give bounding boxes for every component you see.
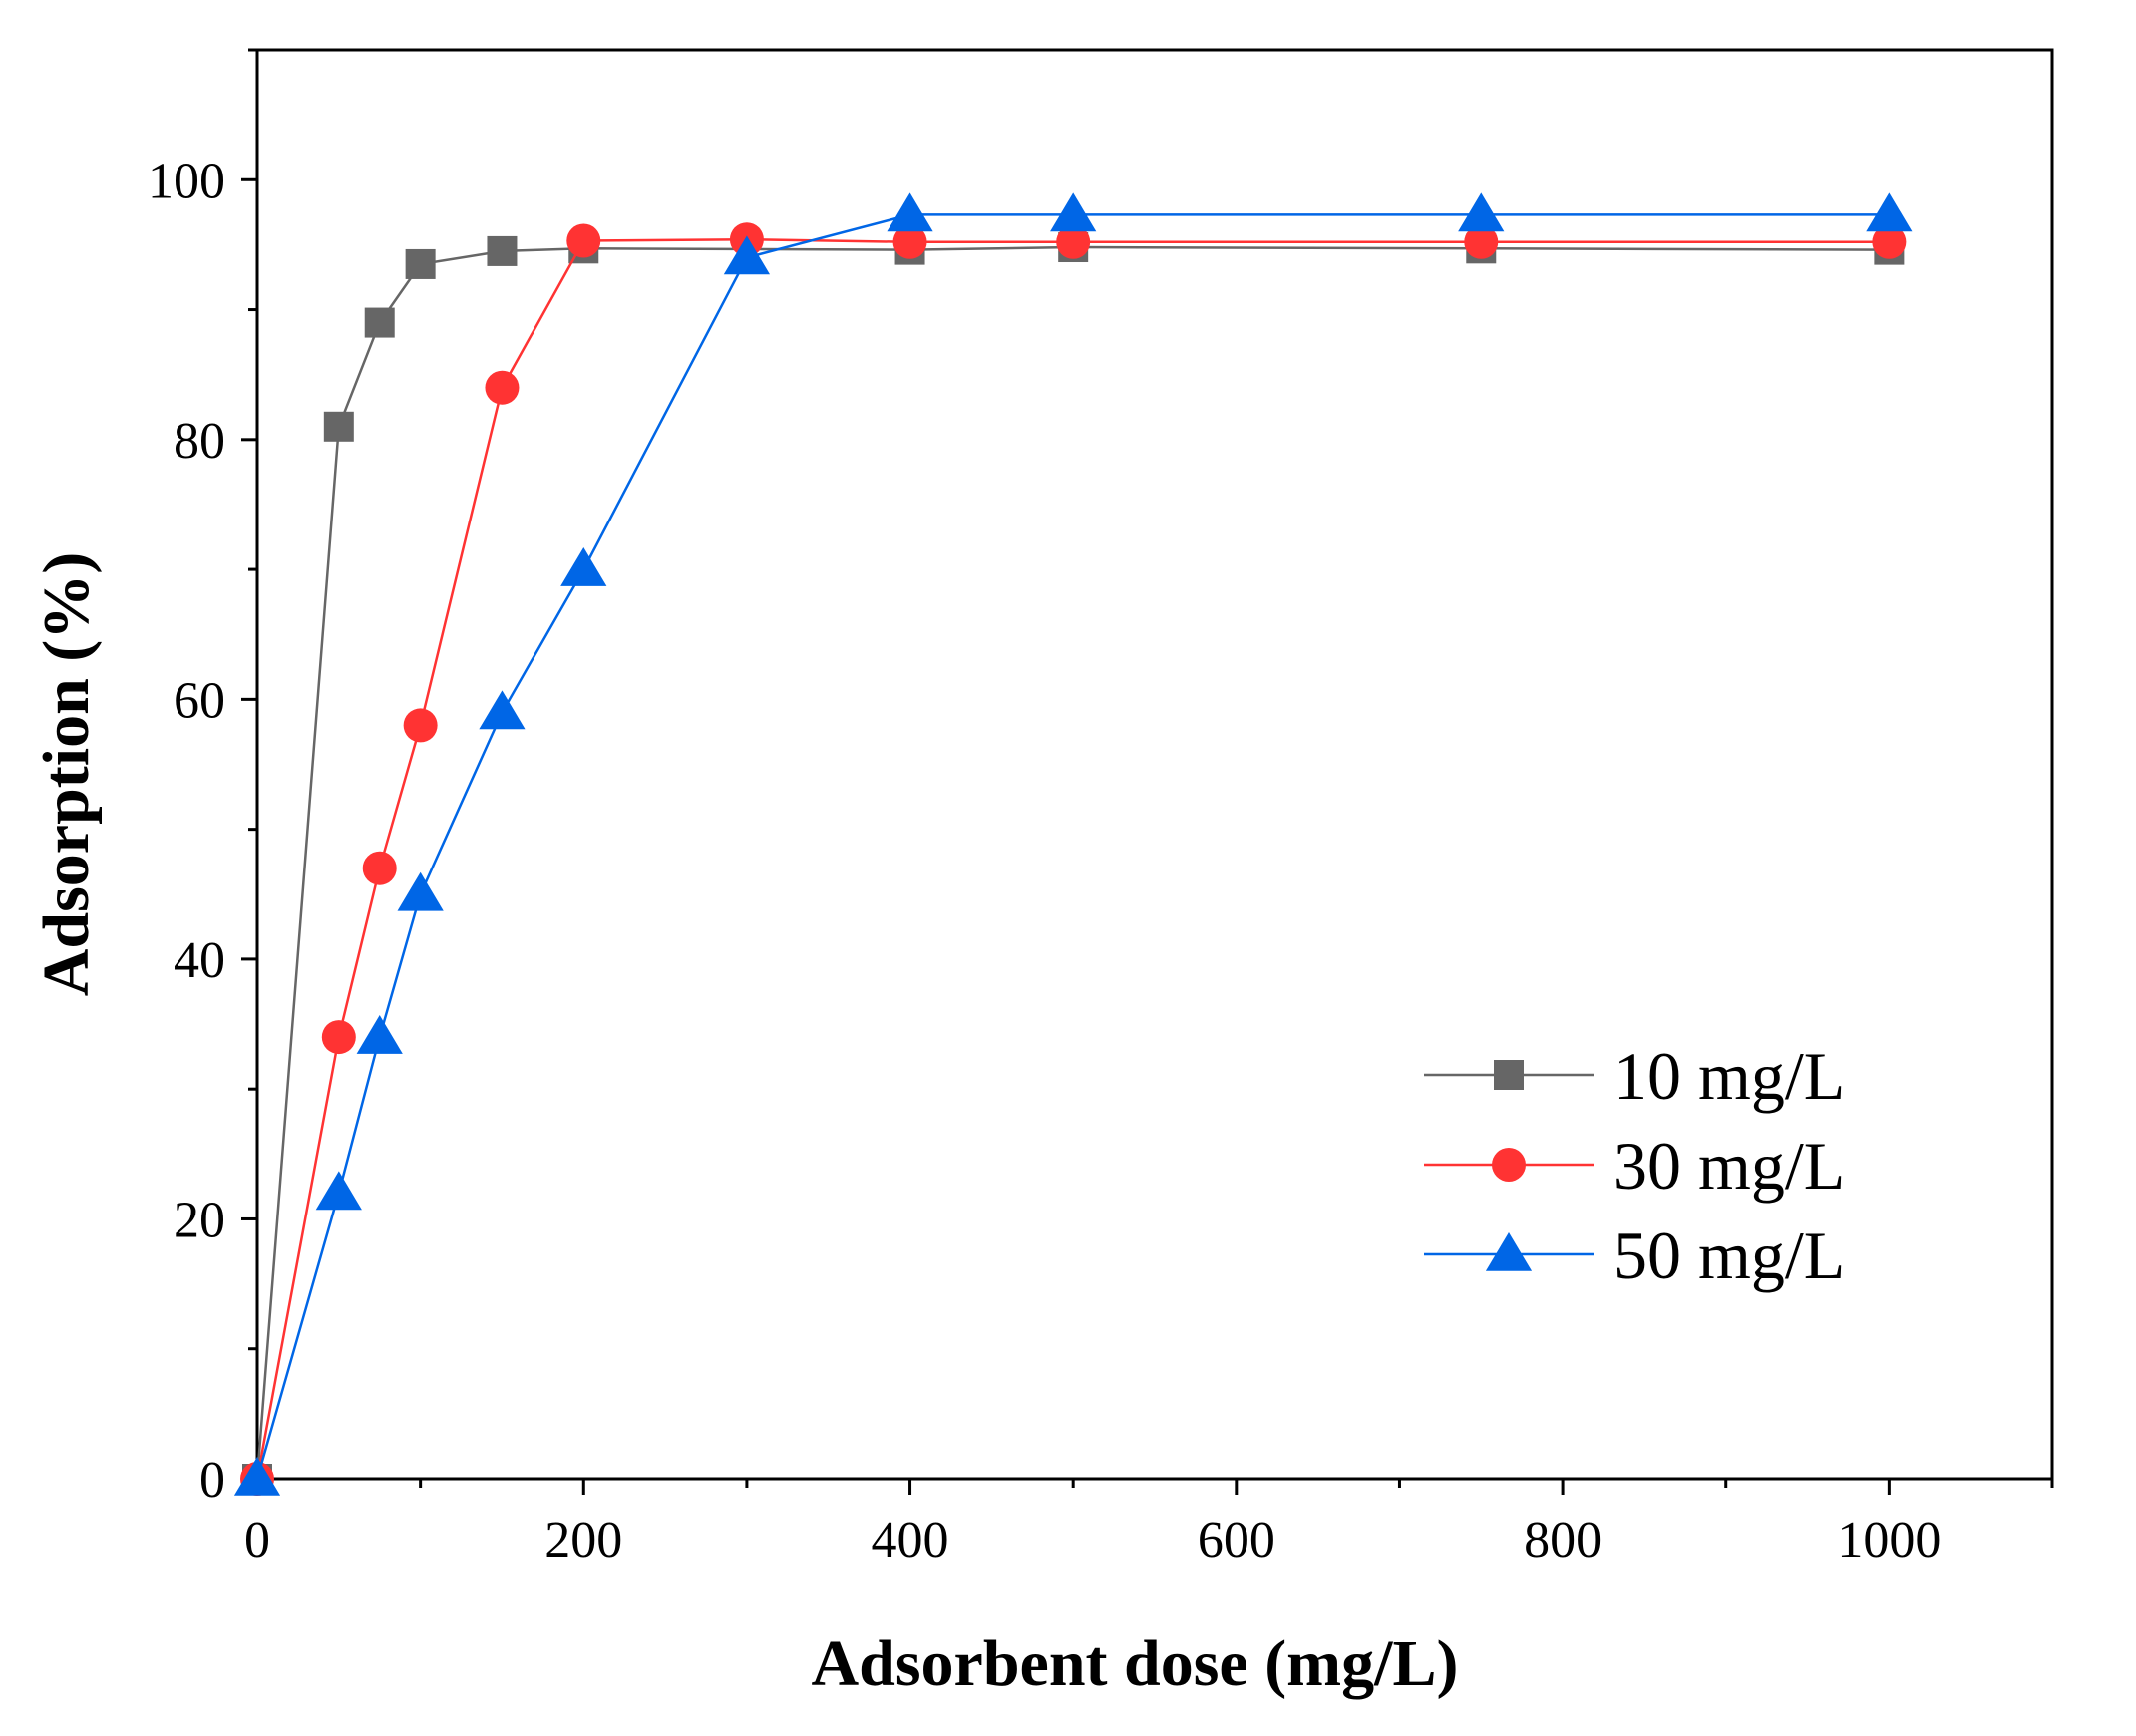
- data-point: [323, 411, 354, 442]
- series-line: [255, 245, 1890, 1480]
- series-30-mg-l: [240, 222, 1907, 1496]
- legend-marker: [1492, 1148, 1526, 1182]
- x-axis-title: Adsorbent dose (mg/L): [811, 1627, 1458, 1700]
- x-tick-label: 1000: [1837, 1512, 1941, 1568]
- data-point: [560, 547, 607, 586]
- data-point: [1458, 192, 1505, 232]
- plot-frame: [255, 48, 2054, 1481]
- legend-item: 50 mg/L: [1424, 1217, 1845, 1293]
- y-tick-label: 20: [174, 1192, 225, 1248]
- legend-item: 30 mg/L: [1424, 1128, 1845, 1204]
- y-tick-label: 40: [174, 932, 225, 989]
- data-point: [485, 370, 520, 405]
- legend-marker: [1485, 1231, 1533, 1271]
- legend: 10 mg/L 30 mg/L 50 mg/L: [1424, 1038, 1845, 1293]
- y-tick-label: 60: [174, 672, 225, 729]
- data-point: [892, 224, 927, 259]
- legend-label: 10 mg/L: [1613, 1038, 1845, 1114]
- data-point: [1872, 224, 1907, 259]
- y-axis-title: Adsorption (%): [30, 552, 103, 997]
- x-tick-label: 400: [872, 1512, 949, 1568]
- y-tick-label: 80: [174, 413, 225, 470]
- data-point: [321, 1020, 356, 1055]
- data-point: [397, 871, 444, 911]
- legend-marker: [1494, 1060, 1524, 1090]
- series-layer: [233, 192, 1913, 1496]
- y-tick-label: 0: [199, 1452, 225, 1509]
- series-50-mg-l: [233, 192, 1913, 1496]
- data-point: [233, 1456, 281, 1496]
- data-point: [723, 235, 771, 275]
- x-tick-label: 200: [544, 1512, 622, 1568]
- legend-label: 30 mg/L: [1613, 1128, 1845, 1204]
- data-point: [1866, 192, 1913, 232]
- data-point: [364, 307, 395, 338]
- legend-label: 50 mg/L: [1613, 1217, 1845, 1293]
- data-point: [405, 248, 436, 279]
- data-point: [362, 851, 397, 885]
- x-tick-label: 600: [1198, 1512, 1275, 1568]
- data-point: [479, 690, 526, 730]
- x-tick-label: 800: [1524, 1512, 1602, 1568]
- x-tick-label: 0: [244, 1512, 270, 1568]
- data-point: [1050, 192, 1097, 232]
- data-point: [315, 1171, 362, 1211]
- series-10-mg-l: [242, 232, 1905, 1494]
- y-tick-label: 100: [148, 153, 225, 209]
- data-point: [1464, 224, 1499, 259]
- data-point: [1056, 224, 1091, 259]
- legend-item: 10 mg/L: [1424, 1038, 1845, 1114]
- data-point: [356, 1015, 403, 1054]
- axes: 0 200 400 600 800 1000 0 20 40 60 80 100: [148, 48, 2054, 1568]
- data-point: [887, 192, 933, 232]
- data-point: [566, 223, 601, 258]
- data-point: [403, 708, 438, 743]
- data-point: [487, 235, 518, 266]
